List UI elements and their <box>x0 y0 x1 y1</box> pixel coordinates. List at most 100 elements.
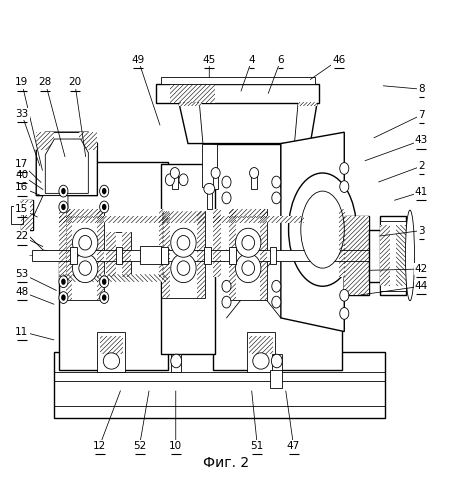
Ellipse shape <box>100 292 109 304</box>
Bar <box>100 336 123 354</box>
Ellipse shape <box>72 254 98 282</box>
Bar <box>59 162 168 370</box>
Text: 42: 42 <box>414 264 428 274</box>
Ellipse shape <box>61 204 66 210</box>
Bar <box>204 248 211 264</box>
Bar <box>161 248 168 264</box>
Ellipse shape <box>272 280 281 292</box>
Bar <box>229 209 267 300</box>
Ellipse shape <box>100 276 109 287</box>
Bar <box>97 332 125 372</box>
Bar <box>213 216 304 223</box>
Ellipse shape <box>236 254 261 282</box>
Text: 4: 4 <box>249 54 255 64</box>
Bar <box>162 212 170 298</box>
Bar <box>172 176 178 189</box>
Bar <box>229 209 267 218</box>
Bar <box>213 209 221 277</box>
Text: 40: 40 <box>15 170 28 180</box>
Bar <box>21 200 33 230</box>
Ellipse shape <box>204 184 215 194</box>
Bar <box>207 191 212 209</box>
Text: 33: 33 <box>15 109 29 119</box>
Ellipse shape <box>103 353 120 369</box>
Ellipse shape <box>102 294 106 300</box>
Text: 48: 48 <box>15 286 29 296</box>
Bar <box>344 216 369 296</box>
Bar <box>36 132 54 150</box>
Ellipse shape <box>222 192 231 204</box>
Text: 41: 41 <box>414 187 428 197</box>
Bar <box>170 84 215 103</box>
Bar <box>249 336 273 354</box>
Bar <box>122 232 131 277</box>
Ellipse shape <box>171 254 196 282</box>
Bar <box>380 225 390 286</box>
Text: 16: 16 <box>15 182 29 192</box>
Bar <box>59 274 168 281</box>
Text: 53: 53 <box>15 268 29 278</box>
Bar <box>380 216 406 296</box>
Ellipse shape <box>236 228 261 257</box>
Bar <box>213 144 342 370</box>
Bar <box>66 209 104 300</box>
Text: 11: 11 <box>15 326 29 336</box>
Ellipse shape <box>171 354 182 368</box>
Polygon shape <box>179 103 317 144</box>
Ellipse shape <box>271 354 282 368</box>
Ellipse shape <box>242 236 255 250</box>
Bar <box>280 144 296 186</box>
Ellipse shape <box>179 174 188 186</box>
Bar <box>161 164 215 354</box>
Text: 2: 2 <box>418 161 424 171</box>
Text: 45: 45 <box>202 54 216 64</box>
Ellipse shape <box>102 188 106 194</box>
Text: 17: 17 <box>15 159 29 169</box>
Ellipse shape <box>59 185 68 197</box>
Bar <box>106 232 131 277</box>
Bar <box>79 132 97 150</box>
Bar <box>140 246 161 264</box>
Ellipse shape <box>79 261 92 276</box>
Text: 49: 49 <box>131 54 145 64</box>
Ellipse shape <box>289 173 357 286</box>
Text: 47: 47 <box>287 440 300 450</box>
Bar <box>213 176 218 189</box>
Bar <box>229 209 236 300</box>
Ellipse shape <box>100 185 109 197</box>
Ellipse shape <box>340 308 349 320</box>
Ellipse shape <box>61 188 66 194</box>
Bar <box>202 144 217 186</box>
Ellipse shape <box>253 353 269 369</box>
Text: 20: 20 <box>68 78 81 88</box>
Bar <box>59 209 67 277</box>
Ellipse shape <box>59 276 68 287</box>
Bar <box>171 354 181 372</box>
Bar <box>21 200 33 230</box>
Polygon shape <box>45 139 88 194</box>
Bar <box>161 77 315 84</box>
Ellipse shape <box>340 290 349 301</box>
Text: Фиг. 2: Фиг. 2 <box>203 456 250 470</box>
Bar <box>197 212 205 298</box>
Bar <box>97 209 104 300</box>
Bar <box>260 209 267 300</box>
Ellipse shape <box>340 162 349 174</box>
Bar <box>270 370 282 388</box>
Ellipse shape <box>100 201 109 213</box>
Ellipse shape <box>79 236 92 250</box>
Ellipse shape <box>405 210 414 300</box>
Ellipse shape <box>61 294 66 300</box>
Bar <box>106 232 116 277</box>
Text: 52: 52 <box>133 440 146 450</box>
Ellipse shape <box>242 261 255 276</box>
Ellipse shape <box>340 180 349 192</box>
Bar <box>369 230 385 281</box>
Text: 22: 22 <box>15 232 29 241</box>
Bar <box>272 354 282 372</box>
Bar <box>159 209 164 277</box>
Bar <box>32 250 390 261</box>
Bar <box>251 176 257 189</box>
Ellipse shape <box>211 168 220 178</box>
Ellipse shape <box>222 280 231 292</box>
